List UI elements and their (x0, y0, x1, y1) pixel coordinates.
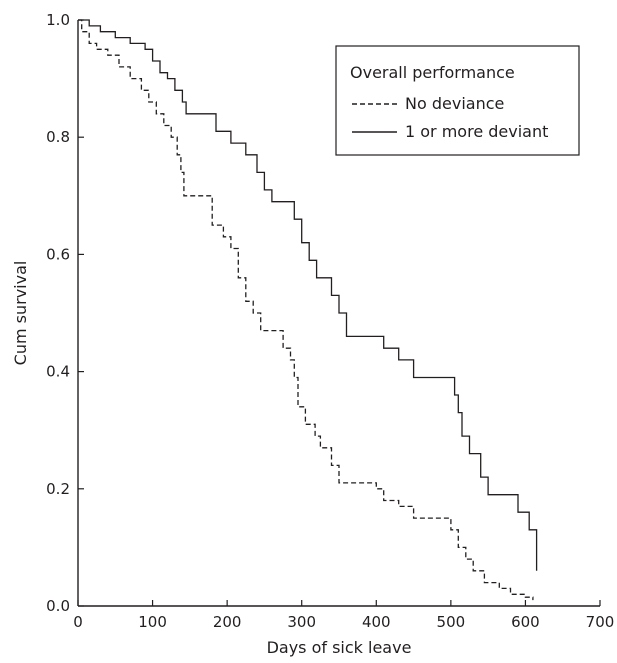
series-line-deviant (78, 19, 538, 571)
axes (77, 20, 600, 607)
x-tick-label: 0 (73, 613, 83, 631)
y-ticks: 0.0 0.2 0.4 0.6 0.8 1.0 (46, 11, 84, 615)
x-tick-label: 500 (437, 613, 466, 631)
x-tick-label: 400 (362, 613, 391, 631)
legend-box (335, 45, 580, 156)
series-layer (78, 19, 538, 601)
y-tick-label: 0.8 (46, 128, 70, 146)
x-tick-label: 100 (138, 613, 167, 631)
y-tick-label: 0.6 (46, 245, 70, 263)
x-tick-label: 200 (213, 613, 242, 631)
y-tick-label: 0.4 (46, 363, 70, 381)
legend-label-deviant: 1 or more deviant (405, 122, 548, 141)
y-tick-label: 0.0 (46, 597, 70, 615)
x-ticks: 0 100 200 300 400 500 600 700 (73, 600, 614, 631)
legend-title: Overall performance (350, 63, 515, 82)
y-tick-label: 1.0 (46, 11, 70, 29)
legend: Overall performance No deviance 1 or mor… (335, 45, 580, 156)
x-tick-label: 600 (511, 613, 540, 631)
series-line-no-deviance (78, 19, 534, 601)
x-tick-label: 700 (586, 613, 615, 631)
legend-label-no-deviance: No deviance (405, 94, 504, 113)
x-axis-title: Days of sick leave (267, 638, 412, 657)
y-axis-title: Cum survival (11, 261, 30, 366)
y-tick-label: 0.2 (46, 480, 70, 498)
x-tick-label: 300 (287, 613, 316, 631)
